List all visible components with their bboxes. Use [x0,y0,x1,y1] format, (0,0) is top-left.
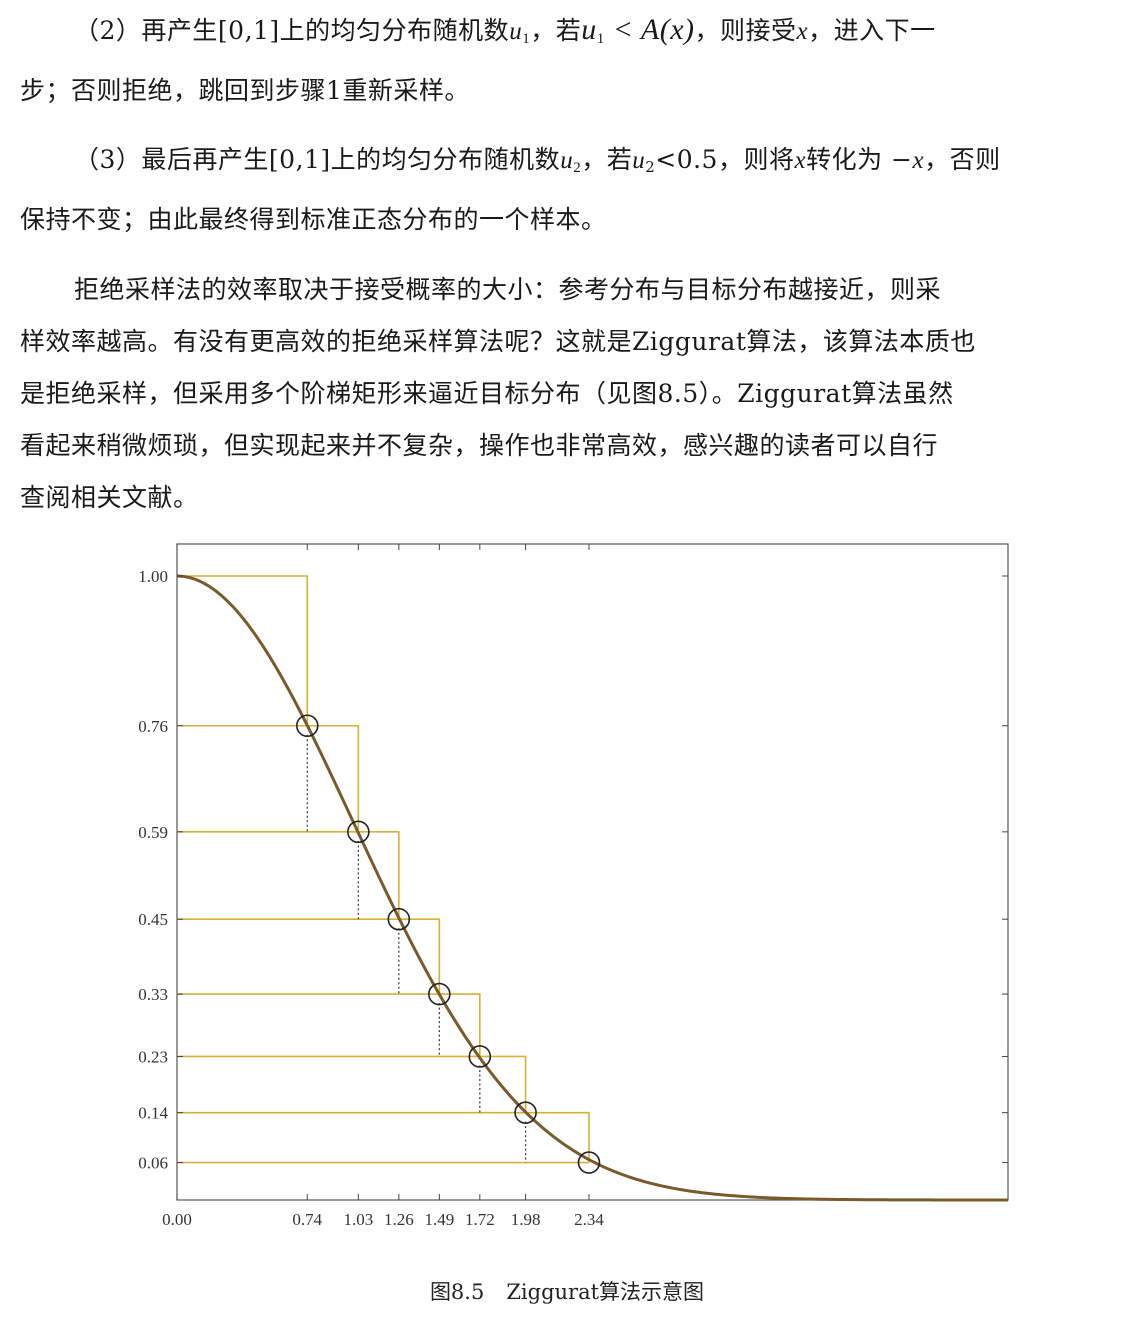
ziggurat-layer-3 [177,831,400,920]
dotted-guides [306,734,527,1163]
efficiency-line1: 拒绝采样法的效率取决于接受概率的大小：参考分布与目标分布越接近，则采 [74,275,942,304]
gaussian-curve [176,574,1008,1202]
step3-text-b: ，若 [581,145,633,174]
intersection-marker-2 [347,820,370,844]
plot-frame [176,543,1009,1201]
x-tick-label-3: 1.03 [343,1210,373,1229]
step3-text-e: ，否则 [924,145,1001,174]
ziggurat-layer-4 [177,918,441,995]
step2-text-c: ，则接受 [694,16,797,45]
step2-u1: u1 [509,18,531,47]
step3-text-a: （3）最后再产生[0,1]上的均匀分布随机数 [74,145,561,174]
step3-x: x [794,147,807,174]
step3-line2: 保持不变；由此最终得到标准正态分布的一个样本。 [20,205,607,234]
x-tick-label-2: 0.74 [292,1210,322,1229]
caption-number: 图8.5 [429,1280,485,1304]
ziggurat-layers [177,575,590,1164]
x-tick-label-7: 1.98 [511,1210,541,1229]
x-tick-label-8: 2.34 [574,1210,604,1229]
caption-text: Ziggurat算法示意图 [506,1280,705,1304]
intersection-marker-6 [514,1101,537,1124]
intersection-marker-7 [577,1151,601,1174]
y-tick-label-7: 0.14 [138,1104,168,1123]
ziggurat-layer-6 [177,1055,527,1113]
step3-x2: x [912,147,925,174]
ziggurat-layer-5 [177,993,481,1057]
intersection-marker-5 [468,1045,492,1068]
step3-text-d: 转化为 − [806,145,913,174]
intersection-markers [295,714,601,1174]
step3-u2: u2 [560,147,582,176]
x-tick-label-1: 0.00 [162,1210,192,1229]
step2-condition: u1 < A(x) [581,13,695,47]
y-tick-label-4: 0.45 [138,910,168,929]
figure-caption: 图8.5 Ziggurat算法示意图 [0,1276,1134,1306]
step2-line1: （2）再产生[0,1]上的均匀分布随机数u1，若u1 < A(x)，则接受x，进… [20,4,1118,65]
y-tick-label-2: 0.76 [138,717,168,736]
step2-line2: 步；否则拒绝，跳回到步骤1重新采样。 [20,76,470,105]
x-axis-ticks: 0.00 0.74 1.03 1.26 1.49 1.72 1.98 2.34 [162,544,604,1229]
paragraph-efficiency: 拒绝采样法的效率取决于接受概率的大小：参考分布与目标分布越接近，则采 样效率越高… [20,264,1118,524]
step2-x: x [796,18,809,45]
y-tick-label-8: 0.06 [138,1154,168,1173]
intersection-marker-3 [387,907,411,931]
step2-text-b: ，若 [530,16,582,45]
step3-condition: u2<0.5 [632,145,718,176]
paragraph-step2: （2）再产生[0,1]上的均匀分布随机数u1，若u1 < A(x)，则接受x，进… [20,4,1118,117]
step2-text-d: ，进入下一 [808,16,936,45]
step2-text-a: （2）再产生[0,1]上的均匀分布随机数 [74,16,510,45]
efficiency-line2: 样效率越高。有没有更高效的拒绝采样算法呢？这就是Ziggurat算法，该算法本质… [20,327,976,356]
efficiency-line5: 查阅相关文献。 [20,483,199,512]
paragraph-step3: （3）最后再产生[0,1]上的均匀分布随机数u2，若u2<0.5，则将x转化为 … [20,134,1118,246]
ziggurat-layer-2 [177,724,360,832]
step3-text-c: ，则将 [717,145,795,174]
efficiency-line3: 是拒绝采样，但采用多个阶梯矩形来逼近目标分布（见图8.5）。Ziggurat算法… [20,379,954,408]
ziggurat-figure: 1.00 0.76 0.59 0.45 0.33 0.23 0.14 0.06 0.00 0.7… [0,530,1134,1250]
y-tick-label-6: 0.23 [138,1047,168,1066]
x-tick-label-6: 1.72 [465,1210,495,1229]
y-tick-label-1: 1.00 [138,567,168,586]
efficiency-line4: 看起来稍微烦琐，但实现起来并不复杂，操作也非常高效，感兴趣的读者可以自行 [20,431,939,460]
intersection-marker-4 [428,982,451,1006]
step3-line1: （3）最后再产生[0,1]上的均匀分布随机数u2，若u2<0.5，则将x转化为 … [20,134,1118,194]
y-tick-label-5: 0.33 [138,985,168,1004]
ziggurat-layer-1 [177,575,309,726]
x-tick-label-5: 1.49 [424,1210,454,1229]
ziggurat-chart: 1.00 0.76 0.59 0.45 0.33 0.23 0.14 0.06 0.00 0.7… [138,543,1009,1229]
x-tick-label-4: 1.26 [384,1210,414,1229]
ziggurat-layer-7 [177,1111,590,1163]
y-tick-label-3: 0.59 [138,823,168,842]
y-axis-ticks: 1.00 0.76 0.59 0.45 0.33 0.23 0.14 0.06 [138,567,1008,1173]
intersection-marker-1 [295,714,319,738]
